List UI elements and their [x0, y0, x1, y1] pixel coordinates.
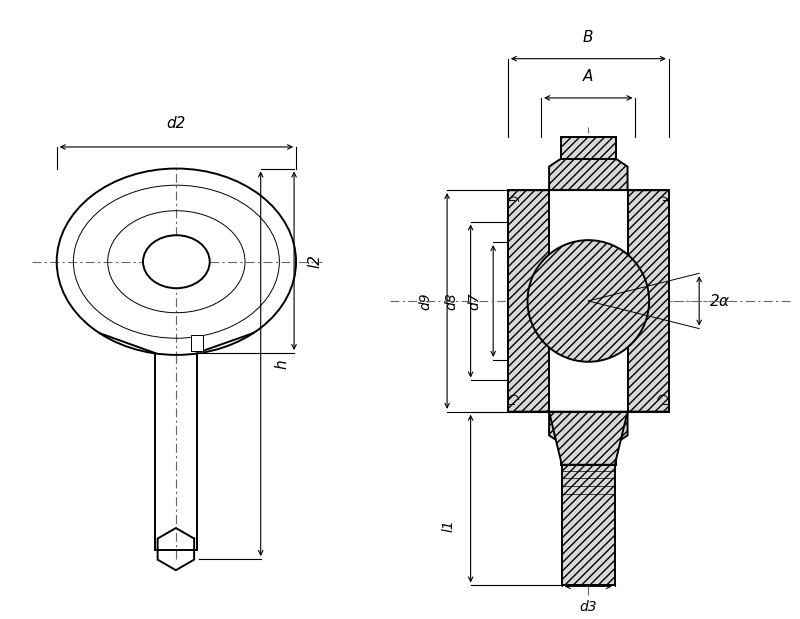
Text: d2: d2 [166, 116, 186, 131]
Ellipse shape [57, 168, 296, 355]
Bar [508, 190, 549, 412]
Text: d3: d3 [579, 600, 597, 614]
Text: l1: l1 [442, 519, 456, 532]
Bar [562, 465, 615, 586]
Text: d9: d9 [418, 292, 432, 310]
Bar [549, 190, 627, 412]
Text: l2: l2 [308, 254, 323, 268]
Ellipse shape [143, 235, 210, 288]
Polygon shape [508, 412, 669, 443]
Polygon shape [508, 158, 669, 190]
Polygon shape [561, 443, 616, 465]
Text: h: h [274, 359, 290, 368]
Text: d8: d8 [445, 292, 459, 310]
Bar [627, 190, 669, 412]
Text: d7: d7 [467, 292, 482, 310]
Text: B: B [583, 30, 594, 45]
Polygon shape [561, 137, 616, 158]
Ellipse shape [527, 240, 649, 361]
Polygon shape [549, 412, 627, 465]
Text: 2$\alpha$: 2$\alpha$ [709, 293, 730, 309]
Text: A: A [583, 69, 594, 84]
Polygon shape [190, 335, 203, 351]
